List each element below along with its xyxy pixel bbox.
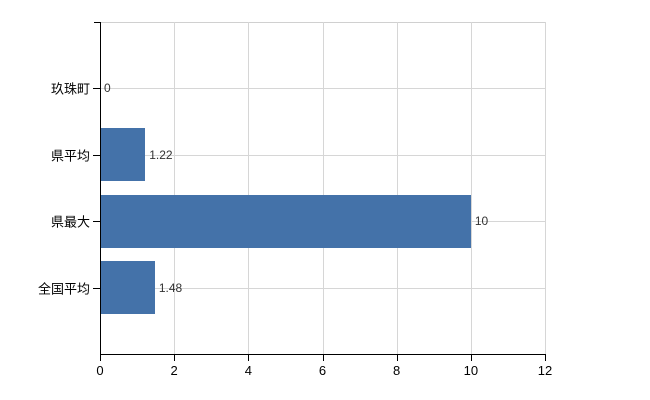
vertical-gridline: [396, 22, 398, 354]
x-tick-label: 4: [244, 363, 252, 378]
x-axis-tick: [100, 355, 101, 361]
y-axis-top-cap: [94, 22, 100, 23]
vertical-gridline: [470, 22, 472, 354]
x-tick-label: 0: [96, 363, 104, 378]
x-tick-label: 8: [393, 363, 401, 378]
category-label: 県最大: [50, 214, 90, 230]
value-label: 0: [104, 81, 111, 96]
category-label: 全国平均: [37, 281, 90, 297]
vertical-gridline: [248, 22, 250, 354]
y-axis-tick: [93, 221, 100, 223]
x-axis-tick: [248, 355, 250, 361]
horizontal-gridline: [100, 88, 545, 90]
y-axis-tick: [93, 287, 100, 289]
value-label: 1.48: [158, 280, 183, 295]
vertical-gridline: [322, 22, 324, 354]
y-axis-tick: [93, 88, 100, 90]
x-tick-label: 10: [463, 363, 479, 378]
x-axis-tick: [396, 355, 398, 361]
bar: [100, 128, 146, 182]
x-tick-label: 2: [170, 363, 178, 378]
x-tick-label: 12: [537, 363, 553, 378]
vertical-gridline: [174, 22, 176, 354]
x-axis-line: [100, 354, 546, 355]
x-axis-tick: [174, 355, 176, 361]
value-label: 10: [474, 214, 489, 229]
bar: [100, 194, 471, 248]
value-label: 1.22: [149, 147, 173, 162]
bar: [100, 261, 155, 315]
vertical-gridline: [545, 22, 546, 354]
x-axis-tick: [545, 355, 546, 361]
x-axis-tick: [322, 355, 324, 361]
y-axis-line: [100, 22, 101, 355]
y-axis-tick: [93, 154, 100, 156]
category-label: 県平均: [50, 148, 90, 164]
category-label: 玖珠町: [50, 81, 90, 97]
x-tick-label: 6: [318, 363, 327, 378]
horizontal-gridline: [100, 154, 545, 156]
horizontal-gridline: [100, 287, 545, 289]
x-axis-tick: [470, 355, 472, 361]
